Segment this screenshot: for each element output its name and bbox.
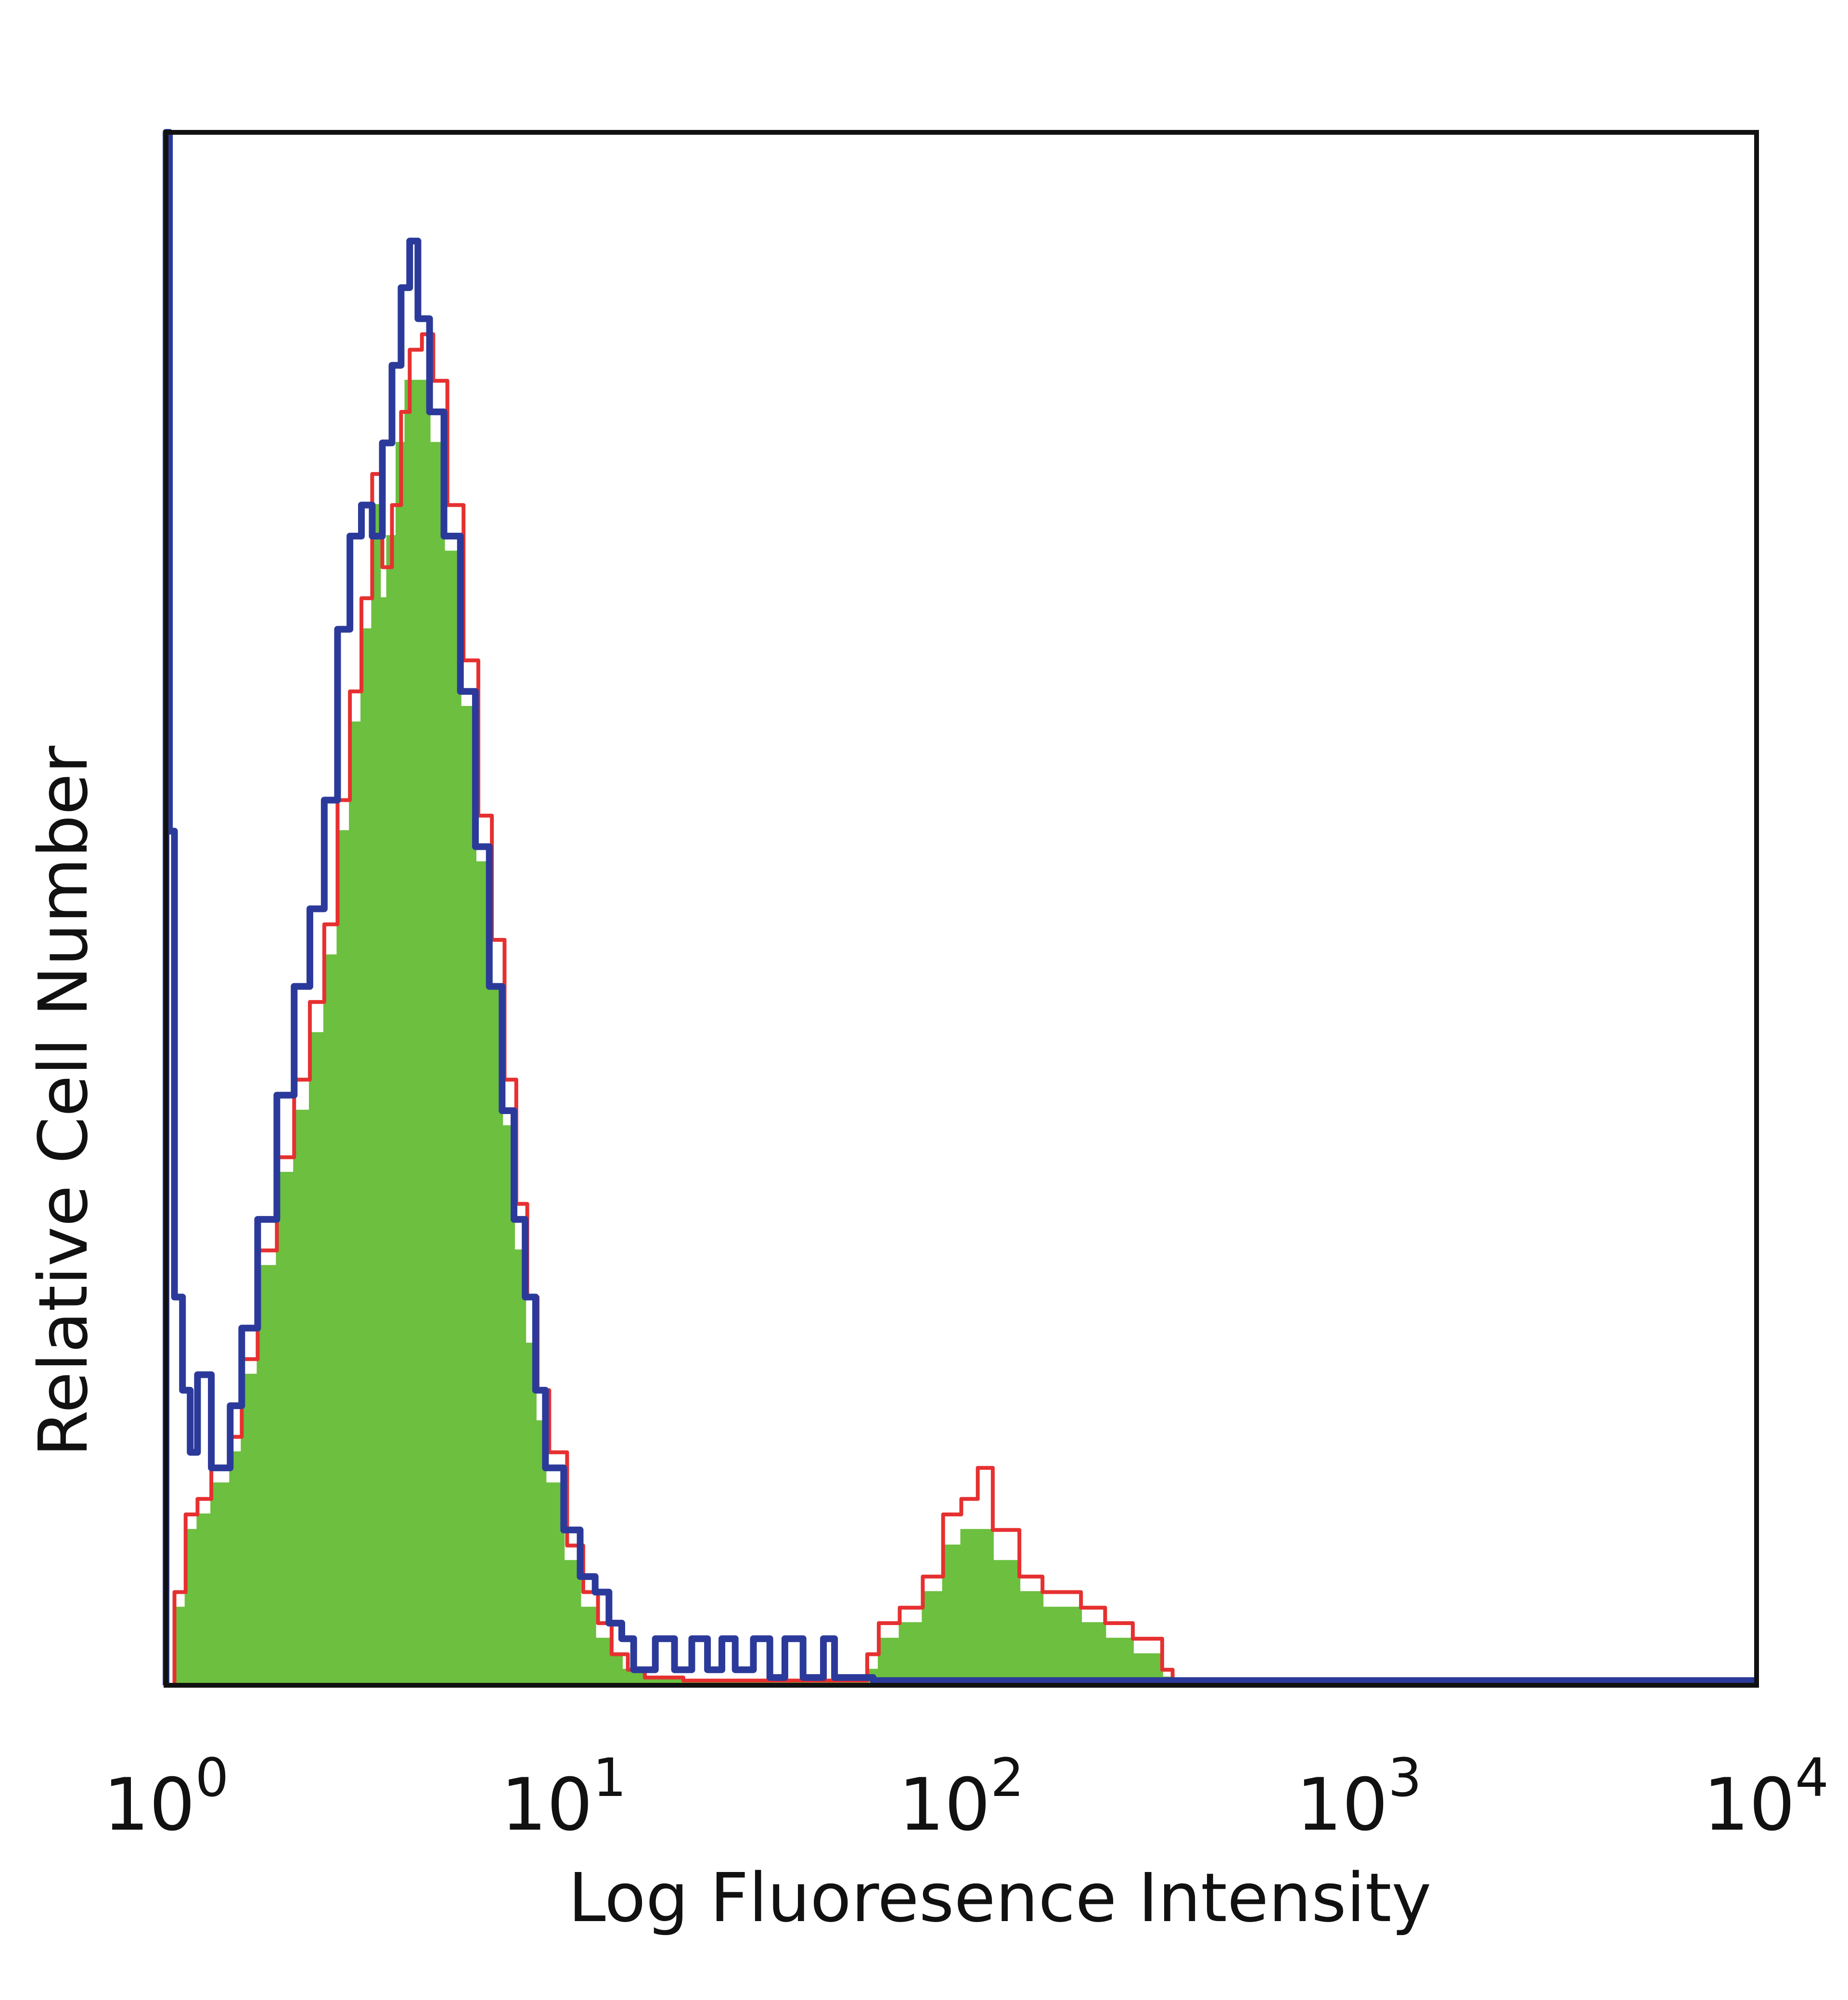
x-tick-label: 104 xyxy=(1703,1747,1829,1847)
series-filled-histogram-0 xyxy=(173,380,1174,1686)
x-tick-label: 101 xyxy=(501,1747,627,1847)
x-tick-label: 103 xyxy=(1296,1747,1422,1847)
histogram-marks xyxy=(163,129,1757,1686)
plot-frame xyxy=(164,130,1759,1688)
y-axis-label: Relative Cell Number xyxy=(25,745,103,1457)
x-tick-label: 100 xyxy=(103,1747,229,1847)
x-tick-label: 102 xyxy=(898,1747,1024,1847)
x-axis-label: Log Fluoresence Intensity xyxy=(568,1859,1432,1937)
series-outline-histogram-2 xyxy=(163,129,1757,1685)
x-axis-ticks: 100 101 102 103 104 xyxy=(103,1747,1829,1847)
